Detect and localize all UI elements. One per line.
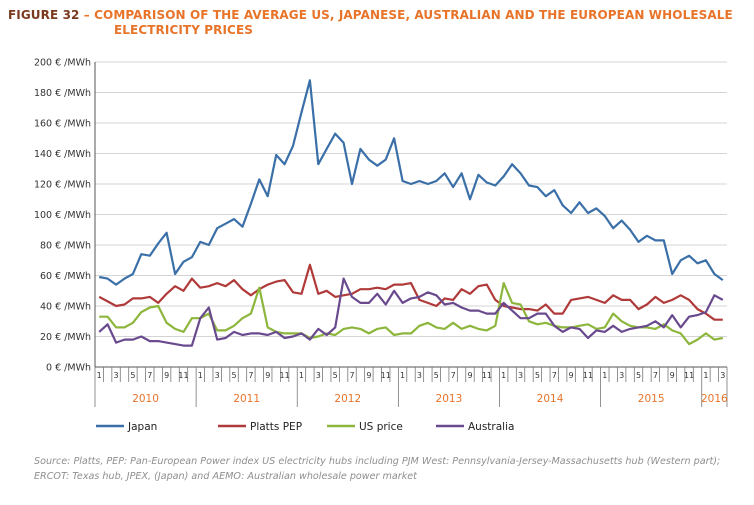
month-tick-label: 3 <box>619 371 624 380</box>
legend: Japan Platts PEP US price Australia <box>96 421 514 433</box>
month-tick-label: 11 <box>178 371 188 380</box>
month-tick-label: 9 <box>670 371 675 380</box>
month-tick-label: 1 <box>97 371 102 380</box>
month-tick-label: 9 <box>467 371 472 380</box>
year-label: 2015 <box>638 393 665 405</box>
year-label: 2012 <box>334 393 361 405</box>
source-note: Source: Platts, PEP: Pan-European Power … <box>34 456 721 482</box>
series-line-japan <box>98 79 724 286</box>
month-tick-label: 1 <box>198 371 203 380</box>
month-tick-label: 1 <box>602 371 607 380</box>
y-tick-label: 160 € /MWh <box>34 119 91 130</box>
line-chart: 0 € /MWh 20 € /MWh 40 € /MWh 60 € /MWh 80 € … <box>34 58 728 434</box>
axes: 0 € /MWh 20 € /MWh 40 € /MWh 60 € /MWh 80 € … <box>34 58 728 407</box>
month-tick-label: 3 <box>316 371 321 380</box>
y-tick-label: 20 € /MWh <box>40 332 91 343</box>
figure-title-line1: – COMPARISON OF THE AVERAGE US, JAPANESE… <box>79 8 733 22</box>
month-tick-label: 11 <box>583 371 593 380</box>
month-tick-label: 5 <box>535 371 540 380</box>
month-tick-label: 11 <box>381 371 391 380</box>
month-tick-label: 5 <box>434 371 439 380</box>
y-tick-label: 140 € /MWh <box>34 149 91 160</box>
month-tick-label: 3 <box>417 371 422 380</box>
figure-title-line2: ELECTRICITY PRICES <box>114 23 254 37</box>
series-line-australia <box>98 277 724 347</box>
legend-label: Australia <box>468 421 514 433</box>
month-tick-label: 11 <box>280 371 290 380</box>
month-tick-label: 1 <box>400 371 405 380</box>
month-tick-label: 5 <box>636 371 641 380</box>
month-tick-label: 7 <box>451 371 456 380</box>
month-tick-label: 5 <box>231 371 236 380</box>
y-tick-label: 120 € /MWh <box>34 180 91 191</box>
grid-lines <box>95 61 727 337</box>
figure-title: FIGURE 32 – COMPARISON OF THE AVERAGE US… <box>8 8 748 38</box>
month-tick-label: 3 <box>518 371 523 380</box>
y-tick-label: 180 € /MWh <box>34 88 91 99</box>
year-label: 2011 <box>233 393 260 405</box>
month-tick-label: 7 <box>248 371 253 380</box>
month-tick-label: 1 <box>703 371 708 380</box>
month-tick-label: 3 <box>720 371 725 380</box>
y-tick-label: 80 € /MWh <box>40 241 91 252</box>
y-tick-label: 60 € /MWh <box>40 271 91 282</box>
month-tick-label: 1 <box>299 371 304 380</box>
month-tick-label: 9 <box>265 371 270 380</box>
month-tick-label: 5 <box>130 371 135 380</box>
month-tick-label: 11 <box>482 371 492 380</box>
month-tick-label: 7 <box>653 371 658 380</box>
month-tick-label: 7 <box>552 371 557 380</box>
year-label: 2016 <box>701 393 728 405</box>
month-tick-label: 7 <box>349 371 354 380</box>
legend-label: Japan <box>127 421 157 433</box>
month-tick-label: 5 <box>333 371 338 380</box>
month-tick-label: 1 <box>501 371 506 380</box>
legend-label: US price <box>359 421 403 433</box>
month-tick-label: 9 <box>569 371 574 380</box>
month-tick-label: 3 <box>215 371 220 380</box>
month-tick-label: 7 <box>147 371 152 380</box>
y-tick-label: 40 € /MWh <box>40 302 91 313</box>
month-tick-label: 9 <box>366 371 371 380</box>
legend-label: Platts PEP <box>250 421 302 433</box>
month-tick-label: 11 <box>684 371 694 380</box>
series-lines <box>98 79 724 347</box>
month-tick-label: 3 <box>114 371 119 380</box>
figure-label: FIGURE 32 <box>8 8 80 22</box>
y-tick-label: 0 € /MWh <box>46 363 91 374</box>
series-line-us-price <box>99 282 724 346</box>
series-line-platts-pep <box>98 263 723 321</box>
year-label: 2010 <box>132 393 159 405</box>
y-tick-label: 200 € /MWh <box>34 58 91 69</box>
year-label: 2013 <box>436 393 463 405</box>
month-tick-label: 9 <box>164 371 169 380</box>
year-label: 2014 <box>537 393 564 405</box>
y-tick-label: 100 € /MWh <box>34 210 91 221</box>
